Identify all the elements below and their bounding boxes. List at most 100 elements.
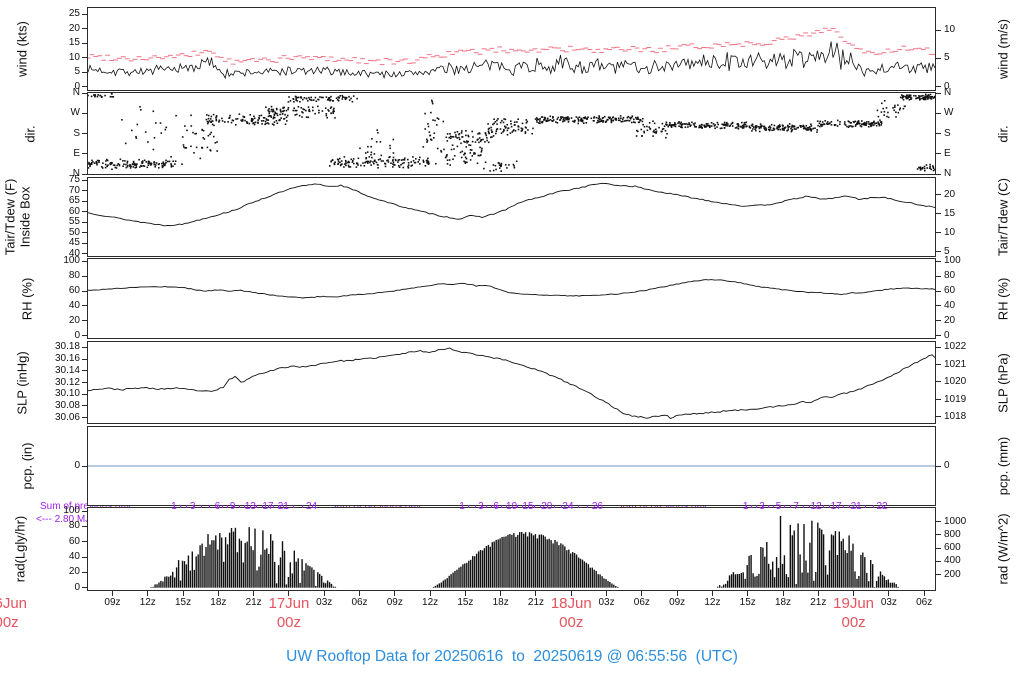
rad-mj-subtick bbox=[186, 505, 188, 508]
ytick-dir-left-3: E bbox=[73, 147, 80, 159]
xtick-06z-23.08 bbox=[359, 591, 360, 596]
ytick-dir-left-3-tickmark bbox=[82, 153, 87, 155]
date-label-19Jun-00z: 00z bbox=[841, 614, 866, 631]
rad-mj-subtick bbox=[829, 505, 831, 508]
date-label-18Jun: 18Jun bbox=[550, 595, 592, 612]
rad-sum-label-3: Sum of previous day bbox=[616, 501, 707, 513]
date-label-16Jun: 16Jun bbox=[0, 595, 28, 612]
rad-mj-subtick bbox=[273, 505, 275, 508]
ytick-tair-left-65-tickmark bbox=[82, 200, 87, 202]
rad-mj-tick bbox=[232, 505, 234, 508]
axis-label-pcp-in: pcp. (in) bbox=[19, 442, 35, 490]
ytick-pcp-left-0: 0 bbox=[74, 460, 80, 471]
rad-mj-tick bbox=[250, 505, 252, 508]
rad-mj-tick bbox=[597, 505, 599, 508]
ytick-rad-right-400: 400 bbox=[944, 555, 961, 567]
ytick-slp-left-30.18: 30.18 bbox=[54, 341, 80, 353]
rad-mj-tick bbox=[796, 505, 798, 508]
ytick-rad-left-80: 80 bbox=[68, 520, 80, 532]
ytick-rad-left-40: 40 bbox=[68, 551, 80, 563]
rad-mj-tick bbox=[778, 505, 780, 508]
ytick-rh-left-0-tickmark bbox=[82, 335, 87, 337]
ytick-rad-right-800: 800 bbox=[944, 528, 961, 540]
xtick-15z-8.08 bbox=[182, 591, 184, 596]
xtick-00z-17Jun bbox=[288, 591, 290, 596]
ytick-slp-right-1022: 1022 bbox=[944, 341, 967, 353]
ytick-slp-right-1019: 1019 bbox=[944, 393, 967, 405]
ytick-slp-left-30.14: 30.14 bbox=[54, 364, 80, 376]
page-title: UW Rooftop Data for 20250616 to 20250619… bbox=[286, 648, 738, 665]
rad-mj-subtick bbox=[842, 505, 844, 508]
ytick-rad-right-1000: 1000 bbox=[944, 515, 967, 527]
ytick-tair-left-70: 70 bbox=[68, 184, 80, 196]
xtick-18z-11.08 bbox=[217, 591, 219, 596]
ytick-tair-right-15-tickmark bbox=[936, 213, 941, 215]
rad-mj-subtick bbox=[849, 505, 851, 508]
rad-mj-tick bbox=[173, 505, 175, 508]
ytick-wind-left-15-tickmark bbox=[82, 42, 87, 44]
ytick-rh-right-100: 100 bbox=[944, 255, 961, 267]
xtick-label-59.08: 18z bbox=[774, 597, 792, 608]
xtick-label-5.08: 12z bbox=[139, 597, 156, 608]
rad-mj-tick bbox=[311, 505, 313, 508]
ytick-wind-left-0: 0 bbox=[74, 80, 80, 92]
ytick-dir-right-2: S bbox=[944, 127, 951, 139]
rad-mj-subtick bbox=[301, 505, 303, 508]
ytick-rad-left-0-tickmark bbox=[82, 587, 87, 589]
rad-mj-tick bbox=[480, 505, 482, 508]
xtick-label-71.08: 06z bbox=[916, 597, 933, 608]
ytick-dir-right-3: E bbox=[944, 147, 951, 159]
rad-mj-subtick bbox=[560, 505, 562, 508]
xtick-12z-5.08 bbox=[147, 591, 149, 596]
xtick-label-35.08: 18z bbox=[492, 597, 509, 608]
ytick-slp-left-30.16: 30.16 bbox=[54, 353, 80, 365]
ytick-dir-right-3-tickmark bbox=[936, 153, 941, 155]
ytick-tair-left-60-tickmark bbox=[82, 211, 87, 213]
rad-mj-subtick bbox=[278, 505, 280, 508]
ytick-dir-left-1: W bbox=[70, 107, 80, 119]
ytick-tair-right-20: 20 bbox=[944, 188, 956, 200]
rad-mj-subtick bbox=[227, 505, 229, 508]
ytick-rad-left-0: 0 bbox=[74, 581, 80, 593]
xtick-18z-59.08 bbox=[782, 591, 784, 596]
ytick-tair-left-50: 50 bbox=[68, 226, 80, 238]
ytick-wind-left-25: 25 bbox=[68, 8, 80, 20]
rad-mj-subtick bbox=[553, 505, 555, 508]
rad-mj-tick bbox=[816, 505, 818, 508]
rad-mj-subtick bbox=[540, 505, 542, 508]
rad-mj-subtick bbox=[767, 505, 769, 508]
ytick-dir-left-0-tickmark bbox=[82, 92, 87, 94]
ytick-rad-left-80-tickmark bbox=[82, 525, 87, 527]
rad-mj-tick bbox=[217, 505, 219, 508]
rad-mj-subtick bbox=[256, 505, 258, 508]
ytick-rad-right-600-tickmark bbox=[936, 547, 941, 549]
ytick-tair-left-55: 55 bbox=[68, 216, 80, 228]
ytick-dir-left-2: S bbox=[73, 127, 80, 139]
xtick-label-38.08: 21z bbox=[527, 597, 545, 608]
axis-label-dir-right: dir. bbox=[995, 124, 1011, 143]
panel-rh bbox=[87, 258, 936, 339]
ytick-rad-left-100: 100 bbox=[63, 505, 80, 517]
ytick-slp-left-30.06-tickmark bbox=[82, 417, 87, 419]
xtick-label-44.08: 03z bbox=[598, 597, 615, 608]
panel-slp bbox=[87, 341, 936, 424]
rad-mj-tick bbox=[527, 505, 529, 508]
ytick-tair-left-75: 75 bbox=[68, 174, 80, 186]
panel-rad bbox=[87, 507, 936, 591]
rad-mj-subtick bbox=[522, 505, 524, 508]
ytick-slp-right-1022-tickmark bbox=[936, 346, 941, 348]
rad-mj-tick bbox=[496, 505, 498, 508]
ytick-rh-left-40-tickmark bbox=[82, 305, 87, 307]
ytick-rh-right-40: 40 bbox=[944, 299, 956, 311]
xtick-label-68.08: 03z bbox=[880, 597, 897, 608]
ytick-wind-right-10-tickmark bbox=[936, 29, 941, 31]
xtick-03z-44.08 bbox=[606, 591, 608, 596]
ytick-rad-left-60-tickmark bbox=[82, 541, 87, 543]
xtick-00z-18Jun bbox=[570, 591, 572, 596]
ytick-rad-left-100-tickmark bbox=[82, 510, 87, 512]
ytick-wind-left-20: 20 bbox=[68, 22, 80, 34]
ytick-dir-right-0-tickmark bbox=[936, 92, 941, 94]
rad-sum-label-1: Sum of previous day bbox=[40, 501, 132, 512]
ytick-dir-right-2-tickmark bbox=[936, 133, 941, 134]
ytick-dir-right-4-tickmark bbox=[936, 173, 941, 175]
